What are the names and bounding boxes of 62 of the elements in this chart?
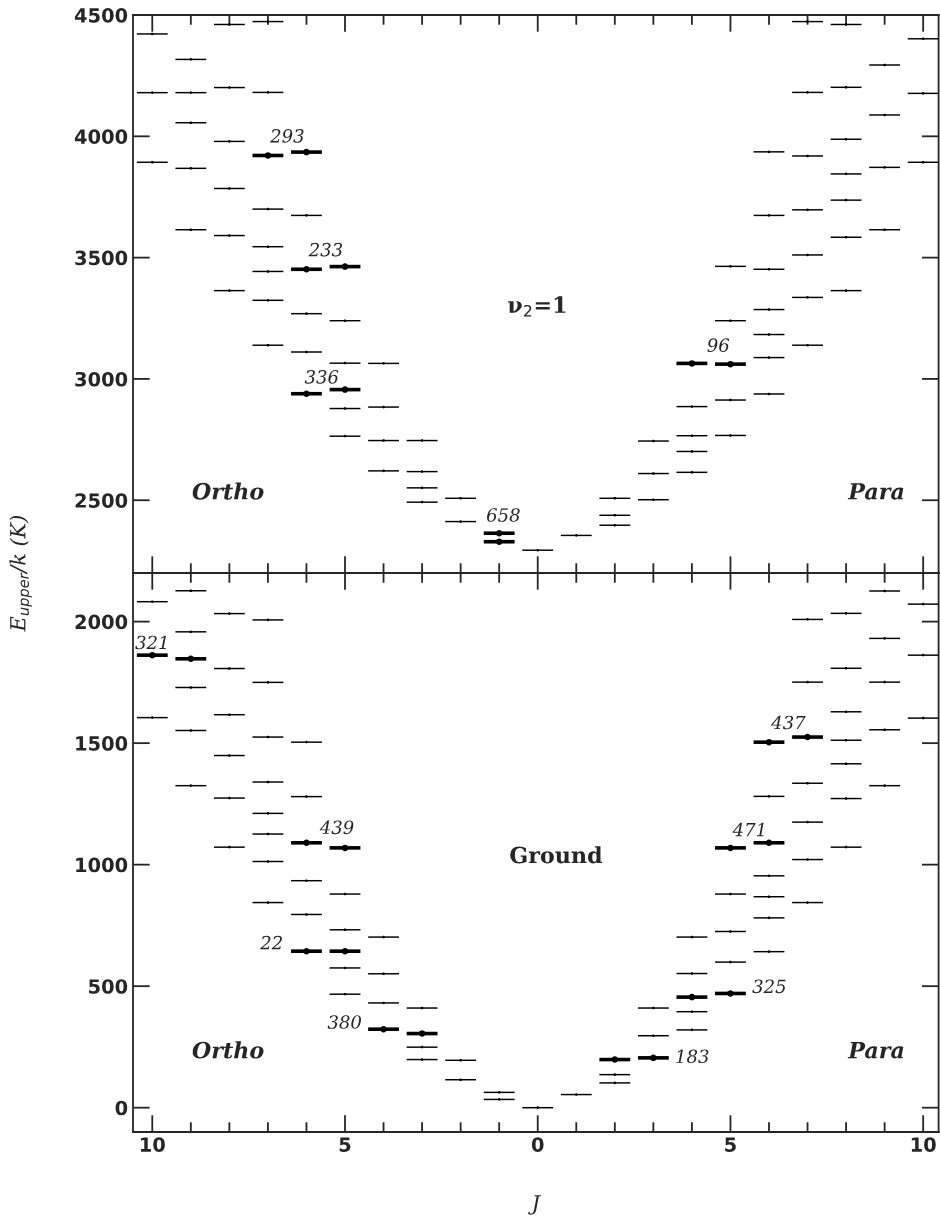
point	[495, 529, 503, 537]
y-tick-label: 0	[115, 1100, 128, 1116]
annotation: 293	[270, 129, 304, 143]
annotation: 658	[487, 508, 520, 522]
annotation: 380	[327, 1015, 361, 1029]
x-axis-title: J	[528, 1195, 541, 1215]
annotation: 336	[304, 370, 339, 384]
point	[727, 990, 734, 997]
x-tick-label: 0	[531, 1137, 544, 1152]
point	[341, 947, 349, 955]
y-tick-label: 2000	[75, 614, 128, 630]
x-tick-label: 5	[339, 1137, 351, 1152]
y-tick-label: 3500	[75, 250, 128, 266]
y-axis-title: E$_{upper}$/k (K)	[9, 515, 32, 632]
point	[765, 839, 773, 847]
point	[727, 360, 734, 368]
point	[264, 152, 272, 159]
annotation: 321	[135, 635, 166, 650]
annotation: Ground	[510, 846, 603, 864]
annotation: 325	[752, 979, 786, 994]
point	[688, 360, 696, 367]
annotation: 22	[260, 935, 282, 950]
point	[688, 993, 696, 1001]
point	[303, 266, 310, 273]
point	[341, 263, 349, 270]
point	[611, 1056, 619, 1063]
annotation: 233	[308, 242, 343, 257]
annotation: ν$_{2}$=1	[508, 296, 566, 317]
point	[303, 390, 310, 397]
point	[765, 738, 773, 746]
point	[341, 386, 349, 393]
annotation: 439	[319, 820, 354, 835]
point	[341, 844, 349, 852]
point	[303, 947, 310, 955]
x-tick-label: 5	[725, 1137, 736, 1152]
point	[303, 148, 310, 156]
y-tick-label: 1500	[76, 736, 128, 751]
y-tick-label: 4500	[74, 7, 128, 23]
annotation: Para	[847, 1041, 904, 1059]
x-tick-label: 10	[140, 1137, 165, 1152]
annotation: 471	[732, 822, 764, 837]
point	[149, 651, 156, 659]
point	[418, 1030, 426, 1037]
point	[727, 844, 734, 852]
annotation: Para	[847, 483, 904, 500]
point	[303, 839, 310, 847]
y-tick-label: 2500	[75, 493, 128, 508]
y-tick-label: 3000	[75, 371, 128, 387]
point	[187, 655, 195, 663]
point	[804, 733, 811, 741]
point	[380, 1025, 387, 1033]
point	[650, 1054, 657, 1062]
y-tick-label: 4000	[74, 129, 128, 144]
annotation: Ortho	[192, 482, 264, 500]
annotation: 437	[771, 715, 806, 730]
point	[495, 538, 503, 545]
y-tick-label: 1000	[76, 857, 128, 873]
x-tick-label: 10	[911, 1137, 936, 1152]
annotation: Ortho	[192, 1041, 264, 1059]
y-tick-label: 500	[89, 979, 128, 994]
annotation: 183	[676, 1049, 709, 1064]
annotation: 96	[707, 338, 730, 352]
